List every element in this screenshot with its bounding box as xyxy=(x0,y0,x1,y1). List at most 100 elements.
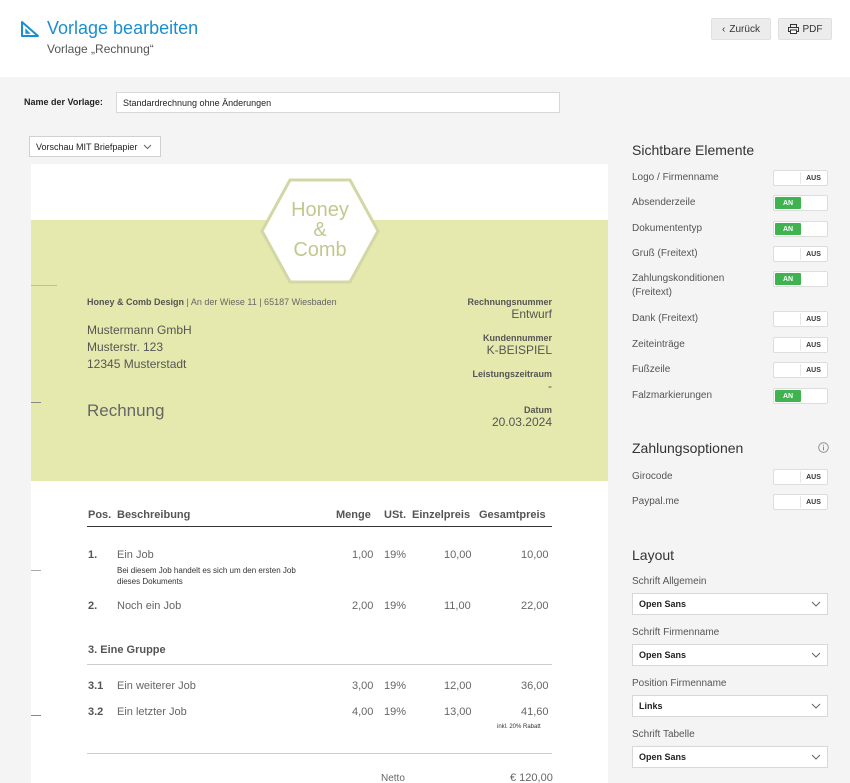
select-font-general[interactable]: Open Sans xyxy=(632,593,828,615)
col-header-desc: Beschreibung xyxy=(117,509,191,521)
label-document-type: Dokumententyp xyxy=(632,223,703,234)
row-pos: 2. xyxy=(88,600,98,612)
totals-separator xyxy=(87,753,552,754)
col-header-total: Gesamtpreis xyxy=(479,509,546,521)
pdf-button-label: PDF xyxy=(802,23,823,35)
printer-icon xyxy=(787,24,799,34)
row-vat: 19% xyxy=(384,600,407,612)
back-button-label: Zurück xyxy=(729,23,760,35)
net-label: Netto xyxy=(381,773,405,783)
layout-title: Layout xyxy=(632,547,675,563)
col-header-vat: USt. xyxy=(384,509,406,521)
meta-invoice-number: Rechnungsnummer Entwurf xyxy=(467,297,552,321)
select-font-company[interactable]: Open Sans xyxy=(632,644,828,666)
meta-date: Datum 20.03.2024 xyxy=(491,405,552,429)
document-preview: Honey & Comb Honey & Comb Design | An de… xyxy=(31,164,608,783)
group-title: 3. Eine Gruppe xyxy=(88,644,166,656)
label-fold-marks: Falzmarkierungen xyxy=(632,390,713,401)
row-unit: 13,00 xyxy=(444,706,472,718)
row-qty: 2,00 xyxy=(352,600,374,612)
row-desc: Ein letzter Job xyxy=(117,706,187,718)
label-girocode: Girocode xyxy=(632,471,673,482)
row-vat: 19% xyxy=(384,549,407,561)
col-header-pos: Pos. xyxy=(88,509,112,521)
row-total: 22,00 xyxy=(521,600,549,612)
row-qty: 3,00 xyxy=(352,680,374,692)
back-button[interactable]: ‹ Zurück xyxy=(711,18,771,40)
chevron-down-icon xyxy=(811,601,821,607)
label-thanks: Dank (Freitext) xyxy=(632,313,699,324)
row-desc: Noch ein Job xyxy=(117,600,182,612)
row-unit: 12,00 xyxy=(444,680,472,692)
row-qty: 1,00 xyxy=(352,549,374,561)
ruler-triangle-icon xyxy=(21,21,39,37)
toggle-footer[interactable]: AUS xyxy=(773,362,828,378)
payment-options-title: Zahlungsoptionen xyxy=(632,440,744,456)
row-vat: 19% xyxy=(384,680,407,692)
page-subtitle: Vorlage „Rechnung“ xyxy=(47,42,154,56)
row-desc: Ein weiterer Job xyxy=(117,680,196,692)
meta-service-period: Leistungszeitraum - xyxy=(472,369,552,393)
meta-customer-number: Kundennummer K-BEISPIEL xyxy=(482,333,552,357)
row-note: Bei diesem Job handelt es sich um den er… xyxy=(117,566,296,586)
row-total: 36,00 xyxy=(521,680,549,692)
template-name-label: Name der Vorlage: xyxy=(24,97,103,107)
group-separator xyxy=(87,664,552,665)
logo-text: Honey & Comb xyxy=(291,199,349,261)
hexagon-logo-icon xyxy=(260,178,380,284)
chevron-down-icon xyxy=(144,144,152,149)
row-vat: 19% xyxy=(384,706,407,718)
row-unit: 11,00 xyxy=(444,600,471,612)
label-logo: Logo / Firmenname xyxy=(632,172,719,183)
chevron-down-icon xyxy=(811,652,821,658)
visible-elements-title: Sichtbare Elemente xyxy=(632,142,755,158)
label-time-entries: Zeiteinträge xyxy=(632,339,685,350)
page-header: Vorlage bearbeiten Vorlage „Rechnung“ ‹ … xyxy=(0,0,850,77)
toggle-document-type[interactable]: AN xyxy=(773,221,828,237)
toggle-payment-terms[interactable]: AN xyxy=(773,271,828,287)
pdf-button[interactable]: PDF xyxy=(778,18,832,40)
page-title: Vorlage bearbeiten xyxy=(47,18,199,38)
row-total: 10,00 xyxy=(521,549,549,561)
label-sender-line: Absenderzeile xyxy=(632,197,696,208)
toggle-greeting[interactable]: AUS xyxy=(773,246,828,262)
toggle-thanks[interactable]: AUS xyxy=(773,311,828,327)
col-header-unit: Einzelpreis xyxy=(412,509,471,521)
row-desc: Ein Job xyxy=(117,549,154,561)
row-discount-note: inkl. 20% Rabatt xyxy=(497,724,541,730)
net-value: € 120,00 xyxy=(510,772,553,783)
fold-mark xyxy=(31,570,41,571)
toggle-time-entries[interactable]: AUS xyxy=(773,337,828,353)
preview-select-value: Vorschau MIT Briefpapier xyxy=(36,141,138,152)
table-header-line xyxy=(87,526,552,527)
toggle-logo[interactable]: AUS xyxy=(773,170,828,186)
label-greeting: Gruß (Freitext) xyxy=(632,248,698,259)
row-qty: 4,00 xyxy=(352,706,374,718)
select-font-table[interactable]: Open Sans xyxy=(632,746,828,768)
document-type: Rechnung xyxy=(87,401,165,420)
fold-mark xyxy=(31,285,57,286)
chevron-down-icon xyxy=(811,754,821,760)
sender-line: Honey & Comb Design | An der Wiese 11 | … xyxy=(87,297,337,307)
label-footer: Fußzeile xyxy=(632,364,671,375)
template-name-input[interactable] xyxy=(116,92,560,113)
info-icon[interactable] xyxy=(818,442,829,453)
recipient-address: Mustermann GmbH Musterstr. 123 12345 Mus… xyxy=(87,323,192,371)
row-unit: 10,00 xyxy=(444,549,472,561)
fold-mark xyxy=(31,402,41,403)
label-payment-terms: Zahlungskonditionen (Freitext) xyxy=(632,273,725,298)
select-company-position[interactable]: Links xyxy=(632,695,828,717)
row-total: 41,60 xyxy=(521,706,549,718)
row-pos: 3.1 xyxy=(88,680,104,692)
preview-select[interactable]: Vorschau MIT Briefpapier xyxy=(29,136,161,157)
toggle-fold-marks[interactable]: AN xyxy=(773,388,828,404)
col-header-qty: Menge xyxy=(336,509,371,521)
chevron-down-icon xyxy=(811,703,821,709)
toggle-paypal[interactable]: AUS xyxy=(773,494,828,510)
chevron-left-icon: ‹ xyxy=(722,23,726,35)
label-paypal: Paypal.me xyxy=(632,496,680,507)
row-pos: 1. xyxy=(88,549,98,561)
label-font-table: Schrift Tabelle xyxy=(632,729,695,740)
toggle-sender-line[interactable]: AN xyxy=(773,195,828,211)
toggle-girocode[interactable]: AUS xyxy=(773,469,828,485)
